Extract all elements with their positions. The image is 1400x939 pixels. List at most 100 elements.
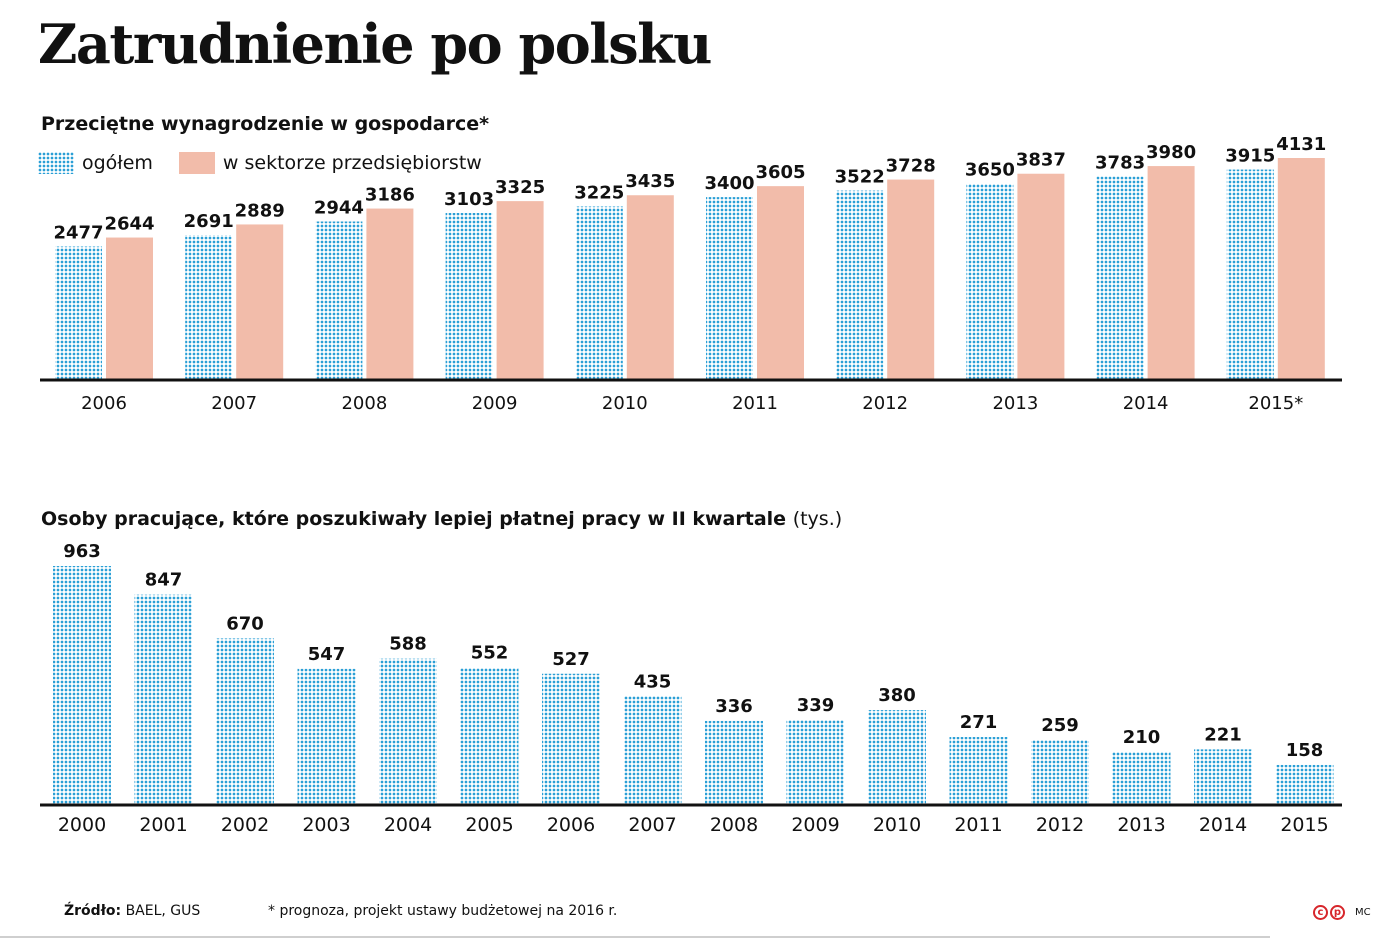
value-label-enterprise-2008: 3186 [365,185,415,206]
source-label: Źródło: [64,903,122,919]
value-label-2011: 271 [960,712,998,733]
legend-item-enterprise: w sektorze przedsiębiorstw [178,152,482,174]
x-tick-2007: 2007 [628,814,676,836]
bar-2010 [868,710,926,804]
x-tick-2005: 2005 [465,814,513,836]
bar-2006 [542,673,600,804]
value-label-enterprise-2010: 3435 [625,171,675,192]
x-tick-2006: 2006 [547,814,595,836]
chart1-title: Przeciętne wynagrodzenie w gospodarce* [41,113,490,135]
bar-enterprise-2015* [1277,158,1325,379]
value-label-total-2010: 3225 [574,182,624,203]
bar-enterprise-2011 [757,186,804,379]
value-label-total-2006: 2477 [53,222,103,243]
x-tick-2014: 2014 [1123,393,1169,414]
x-tick-2013: 2013 [1117,814,1165,836]
value-label-2010: 380 [878,685,916,706]
bar-2007 [623,696,682,804]
logo-mark-p: p [1330,905,1345,920]
source-text: BAEL, GUS [125,903,201,919]
bar-2014 [1194,749,1252,804]
bar-enterprise-2008 [366,208,414,379]
value-label-enterprise-2014: 3980 [1146,142,1196,163]
bar-2011 [949,737,1008,804]
chart2-title: Osoby pracujące, które poszukiwały lepie… [41,508,787,530]
logo-mark-c: c [1313,905,1328,920]
x-tick-2014: 2014 [1199,814,1247,836]
bar-2000 [53,566,111,804]
x-tick-2013: 2013 [992,393,1038,414]
value-label-total-2014: 3783 [1095,153,1145,174]
value-label-total-2011: 3400 [704,173,754,194]
value-label-2015: 158 [1286,740,1324,761]
bar-total-2013 [966,183,1014,379]
value-label-2004: 588 [389,634,427,655]
chart2-unit: (tys.) [792,508,843,530]
bar-total-2006 [55,246,102,379]
bar-total-2015* [1226,169,1274,379]
value-label-enterprise-2007: 2889 [235,200,285,221]
x-tick-2006: 2006 [81,393,127,414]
bar-2008 [705,720,763,804]
bar-2004 [379,658,437,804]
x-tick-2003: 2003 [302,814,350,836]
value-label-2006: 527 [552,649,590,670]
bar-total-2010 [575,206,623,379]
value-label-2014: 221 [1204,724,1242,745]
bar-enterprise-2013 [1017,173,1065,379]
x-tick-2010: 2010 [873,814,921,836]
bar-total-2014 [1096,176,1144,379]
bottom-divider [0,936,1270,938]
x-tick-2007: 2007 [211,393,257,414]
bar-enterprise-2012 [887,179,935,379]
x-tick-2012: 2012 [862,393,908,414]
legend-swatch-pink [178,152,215,174]
x-tick-2008: 2008 [710,814,758,836]
value-label-2007: 435 [634,671,672,692]
value-label-2013: 210 [1123,727,1161,748]
page-title: Zatrudnienie po polsku [38,12,712,76]
author-credit: MC [1355,907,1371,918]
bar-total-2008 [315,221,363,379]
value-label-total-2012: 3522 [835,167,885,188]
x-tick-2011: 2011 [954,814,1002,836]
legend-label-total: ogółem [82,152,153,174]
x-tick-2004: 2004 [384,814,432,836]
chart1-legend: ogółem w sektorze przedsiębiorstw [38,152,508,174]
x-tick-2011: 2011 [732,393,778,414]
value-label-total-2007: 2691 [184,211,234,232]
value-label-2003: 547 [308,644,346,665]
bar-2013 [1112,752,1171,804]
value-label-enterprise-2006: 2644 [104,214,154,235]
bar-total-2012 [836,190,884,379]
x-tick-2002: 2002 [221,814,269,836]
value-label-2005: 552 [471,643,509,664]
value-label-enterprise-2009: 3325 [495,177,545,198]
legend-item-total: ogółem [38,152,153,174]
value-label-2000: 963 [63,541,101,562]
value-label-enterprise-2013: 3837 [1016,150,1066,171]
value-label-total-2013: 3650 [965,160,1015,181]
value-label-enterprise-2012: 3728 [886,156,936,177]
value-label-2002: 670 [226,613,264,634]
bar-2001 [134,594,193,804]
bar-enterprise-2009 [496,201,544,379]
bar-enterprise-2006 [106,237,153,379]
value-label-total-2009: 3103 [444,189,494,210]
value-label-2008: 336 [715,696,753,717]
bar-total-2011 [706,197,753,379]
forecast-note: * prognoza, projekt ustawy budżetowej na… [268,903,618,919]
bar-2002 [216,638,274,804]
value-label-2012: 259 [1041,715,1079,736]
bar-total-2007 [185,235,233,379]
bar-2015 [1275,764,1334,804]
bar-2003 [297,668,356,804]
bar-total-2009 [445,212,493,379]
chart-job-seekers: 963 2000 847 2001 670 2002 547 2003 588 2004 552 20… [40,541,1342,836]
x-tick-2008: 2008 [341,393,387,414]
bar-2005 [460,667,519,804]
bar-enterprise-2014 [1147,166,1195,379]
publisher-logo: c p MC [1313,905,1371,920]
x-tick-2010: 2010 [602,393,648,414]
